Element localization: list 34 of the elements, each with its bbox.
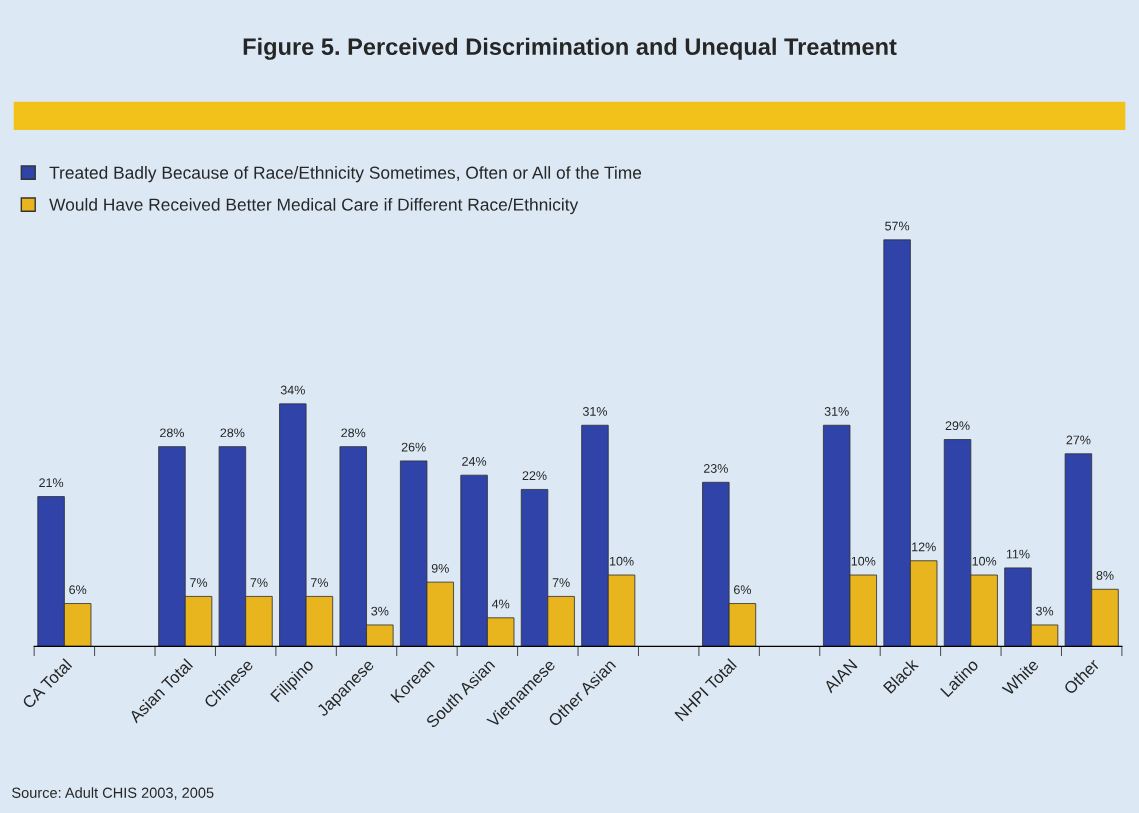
data-label: 27% (1066, 435, 1091, 445)
data-label: 28% (341, 428, 366, 438)
data-label: 21% (39, 478, 64, 488)
data-label: 24% (462, 456, 487, 466)
data-label: 31% (582, 406, 608, 416)
data-label: 4% (491, 599, 510, 609)
data-label: 7% (250, 578, 268, 587)
legend-label: Would Have Received Better Medical Care if Different Race/Ethnicity (49, 198, 579, 215)
data-label: 7% (552, 578, 570, 587)
data-label: 23% (703, 464, 728, 473)
data-label: 8% (1096, 571, 1114, 580)
data-label: 11% (1006, 549, 1030, 559)
data-label: 9% (431, 563, 449, 573)
chart-title: Figure 5. Perceived Discrimination and Unequal Treatment (243, 37, 897, 60)
data-label: 12% (912, 542, 936, 552)
data-label: 7% (311, 578, 328, 587)
legend-label: Treated Badly Because of Race/Ethnicity Sometimes, Often or All of the Time (49, 166, 642, 183)
data-label: 28% (160, 428, 185, 438)
data-label: 10% (972, 556, 997, 566)
source-note: Source: Adult CHIS 2003, 2005 (12, 787, 214, 800)
data-label: 3% (1036, 606, 1054, 616)
data-label: 6% (734, 585, 751, 595)
data-label: 10% (610, 556, 634, 566)
data-label: 57% (885, 221, 910, 231)
data-label: 34% (280, 385, 305, 395)
data-label: 3% (371, 606, 389, 616)
data-label: 26% (401, 442, 426, 452)
data-label: 31% (824, 406, 849, 416)
data-label: 22% (522, 471, 547, 480)
data-label: 29% (945, 421, 970, 431)
data-label: 10% (851, 556, 876, 566)
data-label: 6% (69, 585, 87, 595)
data-label: 28% (220, 428, 245, 438)
data-label: 7% (190, 578, 208, 587)
